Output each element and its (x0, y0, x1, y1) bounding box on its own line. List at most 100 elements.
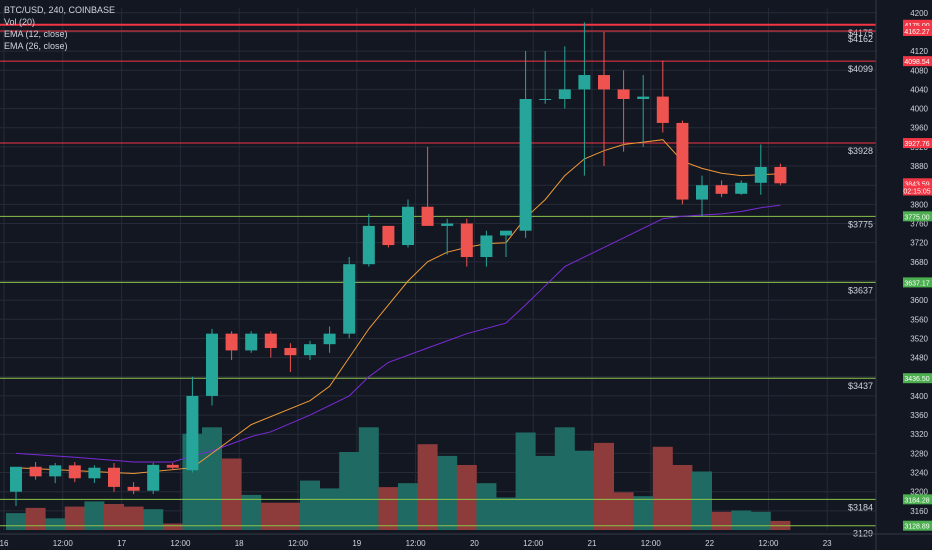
volume-bar (613, 492, 634, 530)
candle-body (362, 225, 375, 265)
ema-lines (15, 139, 781, 475)
candle-body (108, 467, 120, 487)
x-tick-label: 23 (823, 539, 832, 548)
candle (578, 22, 591, 176)
horizontal-levels: $4175$4162 $4099 $3928 $3775 $3637 $3437 $3184… (0, 23, 876, 539)
candle-body (696, 185, 708, 200)
candle (382, 225, 395, 248)
level-label: $3928 (848, 146, 873, 156)
y-tick-label: 3560 (910, 315, 928, 324)
level-label: $3437 (848, 381, 873, 391)
candle (656, 60, 669, 133)
volume-bar (45, 518, 66, 530)
candle-body (480, 235, 493, 258)
price-tag-bg (903, 178, 932, 189)
y-tick-label: 4120 (910, 47, 928, 56)
candle-body (441, 223, 454, 226)
y-tick-label: 3240 (910, 469, 928, 478)
candle (637, 75, 650, 147)
y-tick-label: 3880 (910, 162, 928, 171)
price-tags: 4175.004162.274098.543927.763843.5902:15… (903, 19, 932, 531)
candle (245, 331, 258, 353)
candle-body (166, 464, 179, 468)
volume-bar (711, 511, 732, 530)
volume-bar (6, 513, 26, 530)
candle (754, 144, 767, 195)
candle (29, 461, 42, 480)
candle (186, 376, 199, 473)
y-tick-label: 4080 (910, 66, 928, 75)
candle-body (656, 96, 669, 123)
volume-bar (202, 427, 222, 530)
candle (343, 257, 356, 339)
candle (696, 175, 708, 217)
x-tick-label: 12:00 (758, 539, 779, 548)
candle (362, 213, 375, 267)
level-label: $4162 (848, 34, 873, 44)
candles (10, 22, 787, 507)
y-tick-label: 3160 (910, 507, 928, 516)
indicator-ema-12[interactable]: EMA (12, close) (4, 29, 68, 39)
volume-bar (692, 471, 712, 530)
candle (127, 482, 140, 495)
candle-body (460, 223, 473, 258)
y-tick-label: 3280 (910, 449, 928, 458)
x-tick-label: 21 (588, 539, 597, 548)
candle (304, 340, 316, 360)
y-tick-label: 4200 (910, 9, 928, 18)
candle-body (29, 466, 42, 477)
candle-body (578, 75, 591, 90)
price-tag-bg (903, 138, 932, 149)
candle (441, 218, 454, 255)
volume-bar (319, 488, 340, 530)
level-label: $3184 (848, 502, 873, 512)
indicator-volume[interactable]: Vol (20) (4, 17, 36, 27)
volume-bar (672, 465, 693, 530)
candle-body (10, 466, 22, 492)
grid-lines (0, 8, 876, 530)
y-tick-label: 3600 (910, 296, 928, 305)
x-tick-label: 12:00 (170, 539, 191, 548)
price-tag-bg (903, 373, 932, 384)
y-tick-label: 3680 (910, 258, 928, 267)
indicator-ema-26[interactable]: EMA (26, close) (4, 41, 68, 51)
candle (108, 462, 120, 492)
volume-bar (652, 446, 673, 530)
candle-body (500, 230, 512, 236)
y-tick-label: 4040 (910, 85, 928, 94)
x-tick-label: 20 (470, 539, 479, 548)
x-tick-label: 12:00 (53, 539, 74, 548)
price-tag-bg (903, 25, 932, 36)
volume-bar (339, 452, 360, 530)
y-tick-label: 3400 (910, 392, 928, 401)
candle (715, 180, 728, 198)
candle (519, 51, 532, 238)
price-tag-bg (903, 520, 932, 531)
candle-body (304, 344, 316, 356)
y-tick-label: 3800 (910, 200, 928, 209)
volume-bar (300, 480, 320, 530)
price-tag-label: 3637.17 (904, 280, 929, 287)
symbol-label[interactable]: BTC/USD, 240, COINBASE (4, 5, 116, 15)
candle-body (558, 89, 571, 99)
time-axis: 16 12:00 17 12:00 18 12:00 19 12:00 20 12:00 21 12:… (0, 533, 932, 548)
price-tag-label: 3843.59 (904, 181, 929, 188)
candle-body (323, 333, 336, 345)
volume-bar (515, 432, 536, 530)
price-tag-bg (903, 56, 932, 67)
volume-bar (280, 502, 301, 530)
y-tick-label: 3720 (910, 239, 928, 248)
candle (774, 163, 787, 186)
price-tag-label: 4098.54 (904, 59, 929, 66)
candle (558, 46, 571, 109)
price-tag-label: 3436.50 (904, 376, 929, 383)
candle-body (68, 465, 81, 479)
volume-bar (84, 501, 105, 530)
volume-bar (437, 455, 458, 530)
candle-body (754, 166, 767, 183)
candle (88, 465, 101, 484)
volume-bar (378, 487, 399, 530)
candle-body (127, 486, 140, 491)
